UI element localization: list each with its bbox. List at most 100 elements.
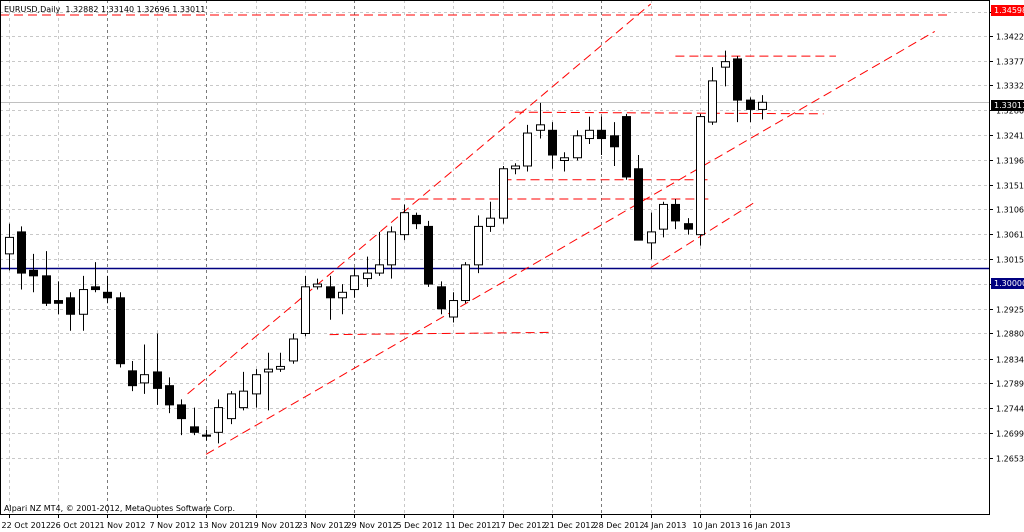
candle-body-bearish	[424, 225, 433, 285]
price-axis-label: 1.28340	[996, 356, 1024, 365]
candle-body-bullish	[721, 61, 730, 68]
trendlines[interactable]	[0, 3, 948, 455]
candle-body-bearish	[684, 223, 693, 230]
resistance-price-tag	[991, 5, 1024, 16]
candle	[153, 333, 162, 405]
candle-body-bullish	[375, 264, 384, 274]
candle	[54, 281, 63, 315]
candle-body-bullish	[708, 80, 717, 123]
trendline[interactable]	[329, 331, 552, 336]
candle-body-bullish	[140, 374, 149, 384]
candle-body-bearish	[66, 297, 75, 315]
candle	[128, 360, 137, 392]
price-axis-label: 1.33325	[996, 82, 1024, 91]
time-axis-label: 5 Dec 2012	[397, 521, 443, 530]
candle	[400, 204, 409, 241]
last-price-tag-text: 1.33011	[994, 101, 1024, 110]
candle	[696, 113, 705, 246]
candle	[634, 155, 643, 241]
candle	[387, 226, 396, 279]
price-axis-label: 1.32410	[996, 132, 1024, 141]
candle	[474, 215, 483, 274]
candle	[66, 292, 75, 331]
candle	[17, 226, 26, 290]
candle-body-bearish	[153, 371, 162, 389]
time-axis-label: 23 Nov 2012	[298, 521, 349, 530]
candle	[326, 275, 335, 320]
candle	[597, 116, 606, 156]
candle-body-bullish	[264, 368, 273, 373]
candle	[103, 275, 112, 304]
candle	[313, 278, 322, 290]
symbol-ohlc-header: EURUSD,Daily 1.32882 1.33140 1.32696 1.33…	[4, 5, 205, 14]
candle	[548, 122, 557, 169]
candle	[177, 399, 186, 436]
candle-body-bullish	[400, 212, 409, 236]
price-axis-label: 1.26990	[996, 430, 1024, 439]
time-axis-label: 19 Nov 2012	[249, 521, 300, 530]
plot-frame	[0, 0, 990, 515]
grid	[0, 0, 989, 514]
candle	[276, 352, 285, 372]
price-axis-label: 1.29250	[996, 306, 1024, 315]
candle-body-bullish	[276, 365, 285, 370]
candle	[461, 262, 470, 304]
candle	[733, 56, 742, 123]
candle-body-bullish	[239, 390, 248, 409]
candle	[585, 116, 594, 145]
candle	[29, 253, 38, 293]
symbol-label: EURUSD,Daily	[4, 5, 61, 14]
trendline[interactable]	[514, 111, 824, 115]
candle-body-bearish	[17, 231, 26, 274]
candle	[252, 369, 261, 408]
price-axis-label: 1.27890	[996, 380, 1024, 389]
candle	[42, 251, 51, 307]
price-axis-label: 1.31960	[996, 157, 1024, 166]
candle	[412, 212, 421, 230]
time-axis-label: 26 Oct 2012	[51, 521, 100, 530]
trendline[interactable]	[187, 3, 652, 395]
candle	[91, 262, 100, 293]
candle	[573, 130, 582, 161]
price-axis-label: 1.31510	[996, 182, 1024, 191]
candle	[214, 399, 223, 444]
candle-body-bullish	[461, 264, 470, 302]
candle-body-bearish	[165, 385, 174, 406]
candle	[721, 50, 730, 87]
candle-body-bearish	[42, 275, 51, 304]
candle-body-bullish	[387, 231, 396, 266]
candle	[437, 281, 446, 315]
candle	[363, 256, 372, 287]
candle-body-bearish	[634, 168, 643, 241]
candles	[5, 50, 767, 444]
candle-body-bearish	[622, 116, 631, 178]
time-axis-label: 1 Nov 2012	[100, 521, 146, 530]
last-price-tag	[991, 100, 1024, 111]
candle	[511, 163, 520, 175]
candle-body-bearish	[746, 99, 755, 110]
time-axis[interactable]: 22 Oct 2012 26 Oct 2012 1 Nov 2012 7 Nov 20…	[2, 514, 791, 530]
candle-body-bearish	[437, 286, 446, 310]
candle	[758, 95, 767, 120]
candle	[684, 218, 693, 235]
candle	[264, 352, 273, 411]
price-axis-label: 1.31060	[996, 206, 1024, 215]
candle-body-bullish	[313, 283, 322, 288]
support-price-tag	[991, 278, 1024, 289]
trendline[interactable]	[205, 31, 936, 455]
time-axis-label: 28 Dec 2012	[594, 521, 645, 530]
candle	[289, 333, 298, 364]
candle	[350, 267, 359, 298]
candle-body-bullish	[301, 286, 310, 334]
candle	[301, 275, 310, 337]
candle	[424, 220, 433, 287]
candle-body-bearish	[326, 286, 335, 299]
candle-body-bullish	[585, 129, 594, 140]
price-axis-label: 1.30150	[996, 256, 1024, 265]
time-axis-label: 4 Jan 2013	[644, 521, 687, 530]
candle	[486, 201, 495, 232]
ohlc-values: 1.32882 1.33140 1.32696 1.33011	[65, 5, 205, 14]
price-axis-label: 1.30610	[996, 231, 1024, 240]
candle	[202, 429, 211, 441]
